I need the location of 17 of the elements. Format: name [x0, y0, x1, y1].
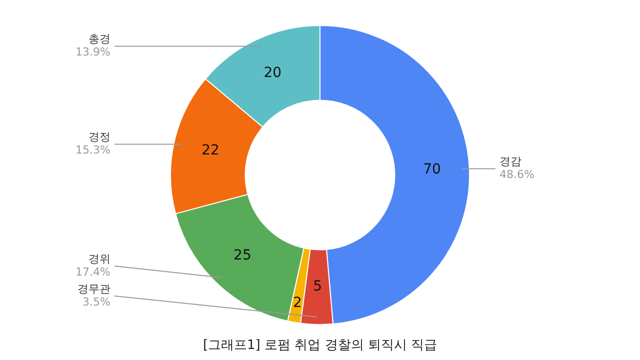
data-label: 20 [264, 65, 282, 82]
slice-label: 총경 [88, 32, 110, 46]
data-label: 5 [313, 278, 322, 295]
text: 17.4% [76, 265, 110, 278]
slice-label: 경감 [500, 155, 522, 168]
text: 13.9% [76, 46, 110, 59]
slice-label: 경정 [88, 130, 110, 144]
data-label: 22 [202, 142, 220, 158]
text: [그래프1] 로펌 취업 경찰의 퇴직시 직급 [202, 337, 438, 354]
text: 3.5% [82, 295, 110, 308]
data-label: 2 [292, 294, 302, 311]
slice-label: 경무관 [78, 282, 110, 296]
data-label: 70 [423, 162, 441, 178]
data-label: 25 [234, 248, 252, 264]
text: 15.3% [76, 144, 110, 157]
text: 48.6% [500, 168, 534, 182]
slice-label: 경위 [88, 252, 110, 266]
